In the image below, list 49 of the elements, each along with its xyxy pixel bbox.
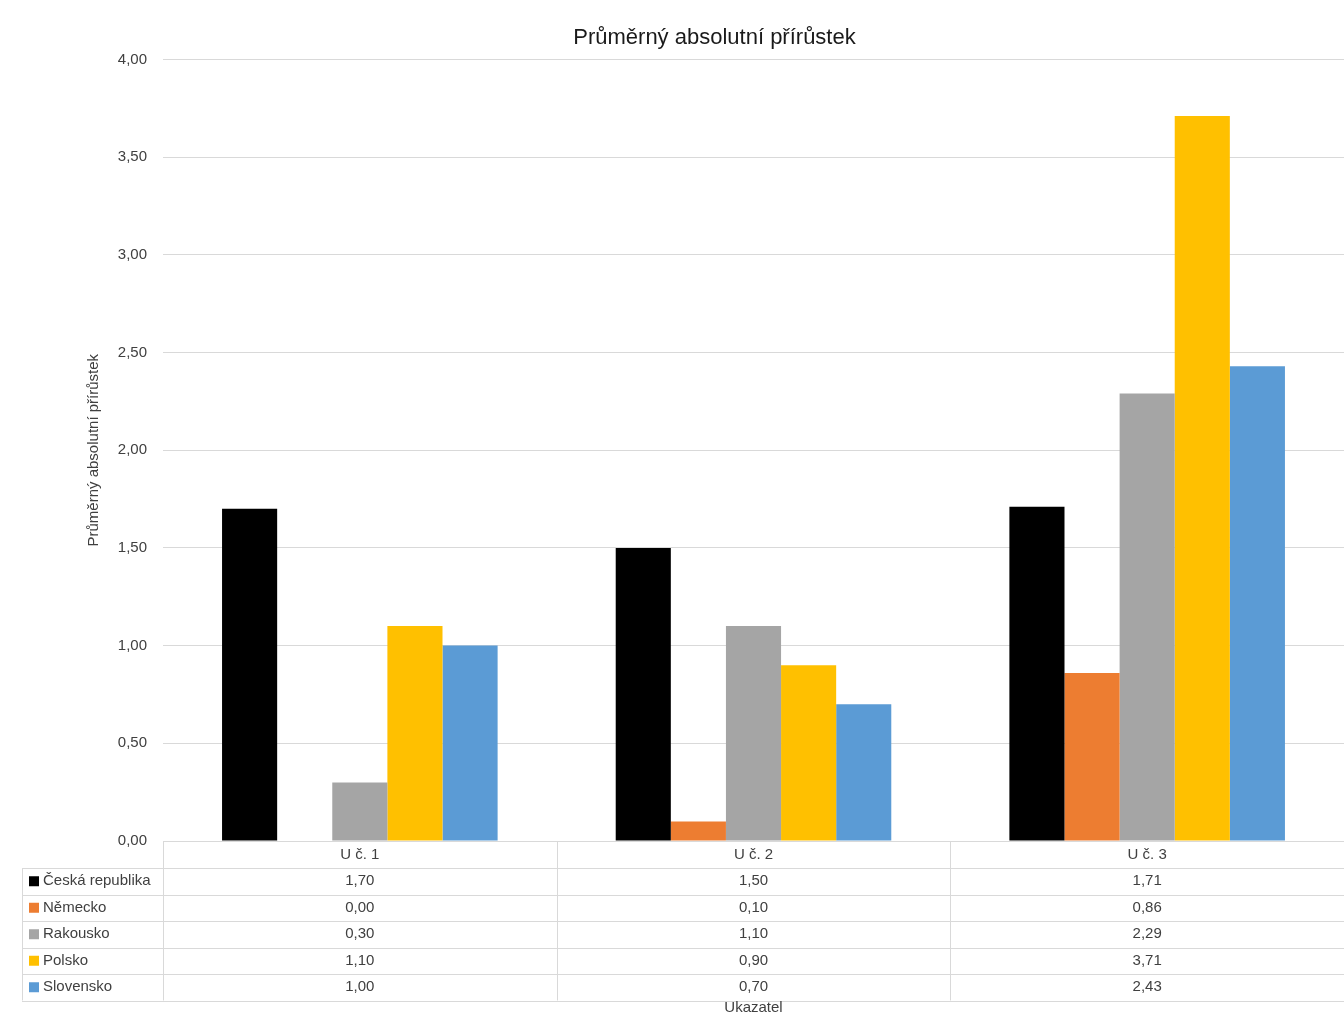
data-label: 0,86 [1132, 897, 1162, 915]
chart-title: Průměrný absolutní přírůstek [573, 24, 857, 50]
bar [1229, 366, 1285, 841]
data-label: 1,70 [345, 871, 375, 889]
bar [222, 508, 278, 841]
bar [836, 704, 892, 841]
text: Ukazatel [724, 997, 783, 1015]
y-tick-label: 4,00 [117, 49, 147, 67]
y-tick-label: 1,00 [117, 635, 147, 653]
data-label: 0,90 [738, 950, 769, 968]
data-label: 1,50 [738, 871, 769, 889]
data-label: 1,71 [1132, 871, 1162, 889]
x-tick-label: U č. 2 [733, 845, 774, 863]
y-tick-label: 2,00 [117, 440, 147, 458]
legend-label: Česká republika [43, 871, 152, 889]
bar [615, 547, 671, 841]
data-label: 3,71 [1132, 950, 1162, 968]
y-tick-label: 0,00 [117, 831, 147, 849]
x-tick-label: U č. 3 [1127, 845, 1167, 863]
y-tick-label: 0,50 [117, 733, 147, 751]
y-tick-label: 1,50 [117, 538, 147, 556]
bar [670, 821, 726, 841]
y-tick-label: 2,50 [117, 342, 147, 360]
legend-label: Slovensko [43, 977, 113, 995]
data-label: 0,10 [738, 897, 769, 915]
data-label: 2,43 [1132, 977, 1162, 995]
data-label: 2,29 [1132, 924, 1162, 942]
bar [1064, 672, 1120, 841]
data-label: 1,10 [738, 924, 769, 942]
data-label: 0,70 [738, 977, 769, 995]
bar [781, 665, 837, 841]
legend-label: Rakousko [43, 924, 110, 942]
data-label: 0,30 [345, 924, 375, 942]
bar [1119, 393, 1175, 841]
legend-label: Polsko [43, 950, 89, 968]
legend-label: Německo [43, 897, 107, 915]
y-axis-title: Průměrný absolutní přírůstek [84, 353, 102, 547]
data-label: 1,00 [345, 977, 375, 995]
y-tick-label: 3,00 [117, 244, 147, 262]
bar [1174, 116, 1230, 841]
bar [332, 782, 388, 841]
bar [725, 626, 782, 841]
bar [387, 626, 443, 841]
x-tick-label: U č. 1 [340, 845, 380, 863]
data-label: 1,10 [345, 950, 375, 968]
bar [1009, 506, 1065, 841]
y-tick-label: 3,50 [117, 147, 147, 165]
data-label: 0,00 [345, 897, 375, 915]
bar [442, 645, 498, 841]
